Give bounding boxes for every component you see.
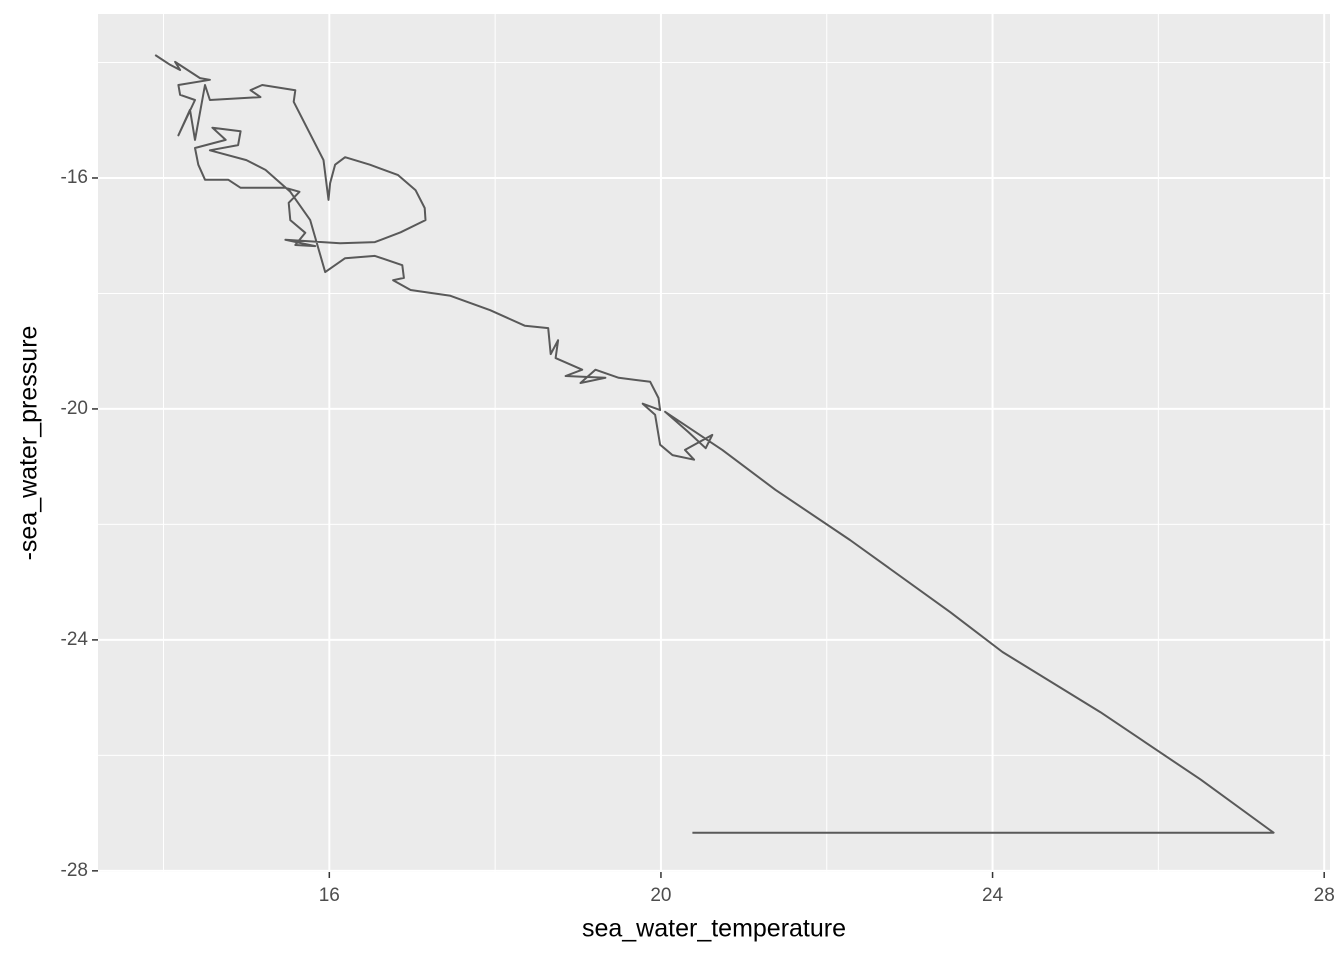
- x-tick-label: 24: [982, 885, 1004, 906]
- line-path: [154, 54, 1275, 834]
- y-tick-label: -28: [61, 860, 88, 881]
- x-tick-label: 20: [650, 885, 671, 906]
- x-axis-title: sea_water_temperature: [582, 915, 846, 943]
- y-tick-label: -16: [61, 167, 88, 188]
- y-tick-label: -24: [61, 629, 89, 650]
- x-tick-label: 16: [319, 885, 340, 906]
- y-tick-label: -20: [61, 398, 88, 419]
- y-axis-title: -sea_water_pressure: [15, 326, 43, 561]
- x-tick-label: 28: [1314, 885, 1335, 906]
